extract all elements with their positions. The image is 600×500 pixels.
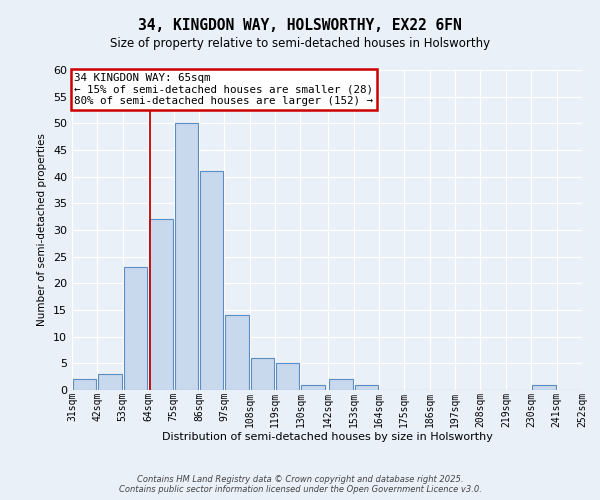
Bar xyxy=(583,384,600,390)
Bar xyxy=(226,316,248,390)
Bar xyxy=(98,374,122,390)
X-axis label: Distribution of semi-detached houses by size in Holsworthy: Distribution of semi-detached houses by … xyxy=(161,432,493,442)
Bar xyxy=(149,220,173,390)
Bar xyxy=(532,384,556,390)
Bar xyxy=(355,384,378,390)
Bar xyxy=(301,384,325,390)
Text: 34 KINGDON WAY: 65sqm
← 15% of semi-detached houses are smaller (28)
80% of semi: 34 KINGDON WAY: 65sqm ← 15% of semi-deta… xyxy=(74,72,373,106)
Text: Contains HM Land Registry data © Crown copyright and database right 2025.
Contai: Contains HM Land Registry data © Crown c… xyxy=(119,474,481,494)
Text: Size of property relative to semi-detached houses in Holsworthy: Size of property relative to semi-detach… xyxy=(110,38,490,51)
Bar xyxy=(329,380,353,390)
Bar xyxy=(276,364,299,390)
Bar xyxy=(124,268,147,390)
Y-axis label: Number of semi-detached properties: Number of semi-detached properties xyxy=(37,134,47,326)
Bar xyxy=(175,124,198,390)
Bar xyxy=(200,172,223,390)
Bar xyxy=(251,358,274,390)
Bar xyxy=(73,380,97,390)
Text: 34, KINGDON WAY, HOLSWORTHY, EX22 6FN: 34, KINGDON WAY, HOLSWORTHY, EX22 6FN xyxy=(138,18,462,32)
